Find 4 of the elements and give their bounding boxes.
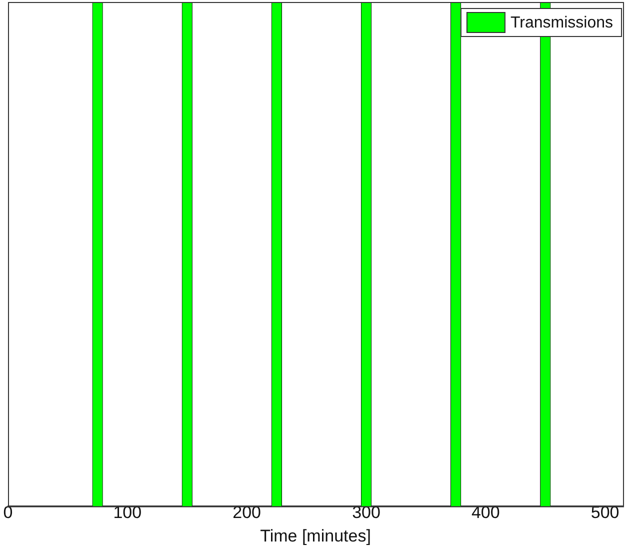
legend-label: Transmissions: [510, 14, 614, 32]
x-tick-label: 0: [3, 503, 13, 522]
x-axis-title: Time [minutes]: [260, 526, 371, 546]
x-tick-label: 400: [471, 503, 500, 522]
